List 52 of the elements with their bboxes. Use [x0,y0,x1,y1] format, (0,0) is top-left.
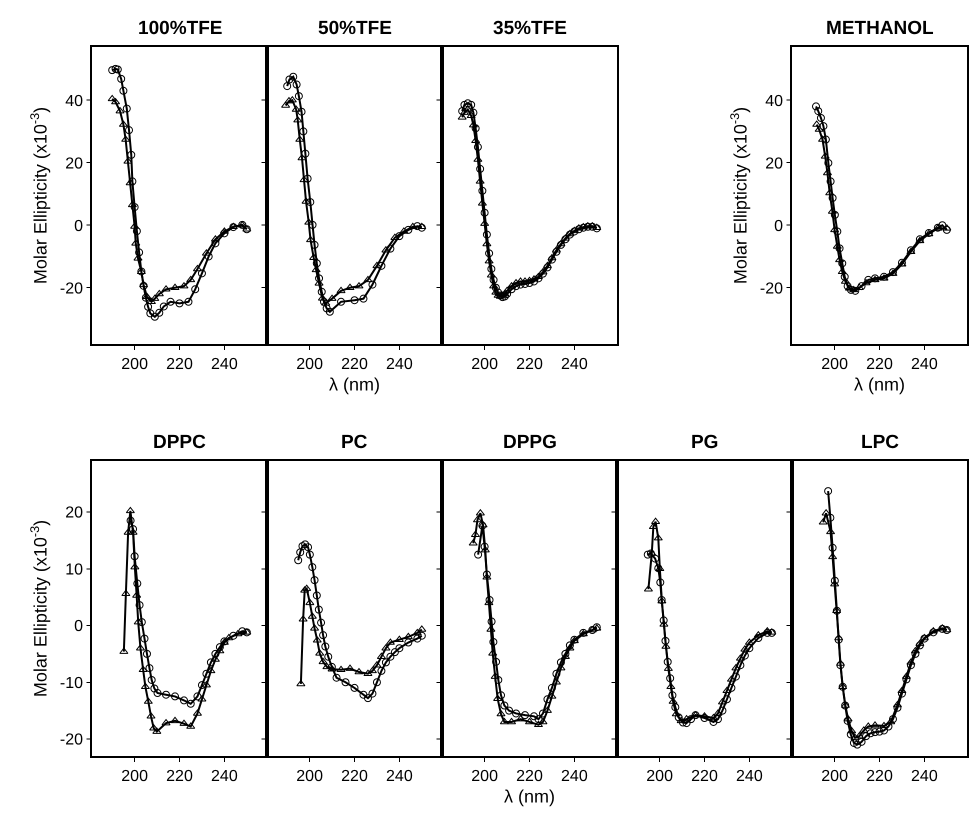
chart-title: DPPC [153,432,206,453]
x-tick-label: 240 [211,768,238,785]
x-tick-label: 220 [341,768,368,785]
y-tick-label: 20 [65,155,84,172]
x-tick-label: 200 [646,768,674,785]
x-tick-label: 200 [821,356,848,373]
x-tick-label: 240 [386,356,413,373]
x-tick-label: 220 [516,356,543,373]
chart-title: METHANOL [826,18,934,39]
x-tick-label: 240 [561,768,588,785]
x-tick-label: 220 [166,356,193,373]
x-tick-label: 240 [211,356,238,373]
y-tick-label: 40 [65,92,84,110]
y-tick-label: -20 [60,732,84,749]
y-tick-label: -20 [760,280,784,298]
chart-title: 100%TFE [138,18,222,39]
x-axis-title: λ (nm) [329,374,380,395]
x-tick-label: 220 [341,356,368,373]
chart-title: LPC [861,432,900,453]
y-tick-label: 20 [65,504,84,522]
x-tick-label: 240 [561,356,588,373]
x-tick-label: 200 [821,768,848,785]
chart-title: PC [341,432,368,453]
x-tick-label: 200 [296,356,324,373]
x-tick-label: 240 [386,768,413,785]
x-tick-label: 200 [296,768,324,785]
x-axis-title: λ (nm) [854,374,905,395]
y-tick-label: 0 [74,618,84,636]
x-tick-label: 200 [471,768,498,785]
x-tick-label: 200 [471,356,498,373]
x-tick-label: 200 [121,768,148,785]
y-tick-label: 20 [765,155,784,172]
y-tick-label: 0 [74,218,84,235]
chart-title: 50%TFE [318,18,392,39]
y-tick-label: 40 [765,92,784,110]
y-tick-label: 10 [65,561,84,578]
x-axis-title: λ (nm) [504,786,555,807]
x-tick-label: 220 [866,768,893,785]
x-tick-label: 220 [516,768,543,785]
chart-title: PG [691,432,718,453]
x-tick-label: 220 [166,768,193,785]
x-tick-label: 240 [911,356,938,373]
x-tick-label: 240 [736,768,763,785]
x-tick-label: 240 [911,768,938,785]
chart-title: 35%TFE [493,18,567,39]
y-tick-label: -20 [60,280,84,298]
x-tick-label: 220 [866,356,893,373]
chart-title: DPPG [503,432,557,453]
x-tick-label: 220 [691,768,718,785]
x-tick-label: 200 [121,356,148,373]
y-tick-label: 0 [774,218,784,235]
y-tick-label: -10 [60,674,84,692]
